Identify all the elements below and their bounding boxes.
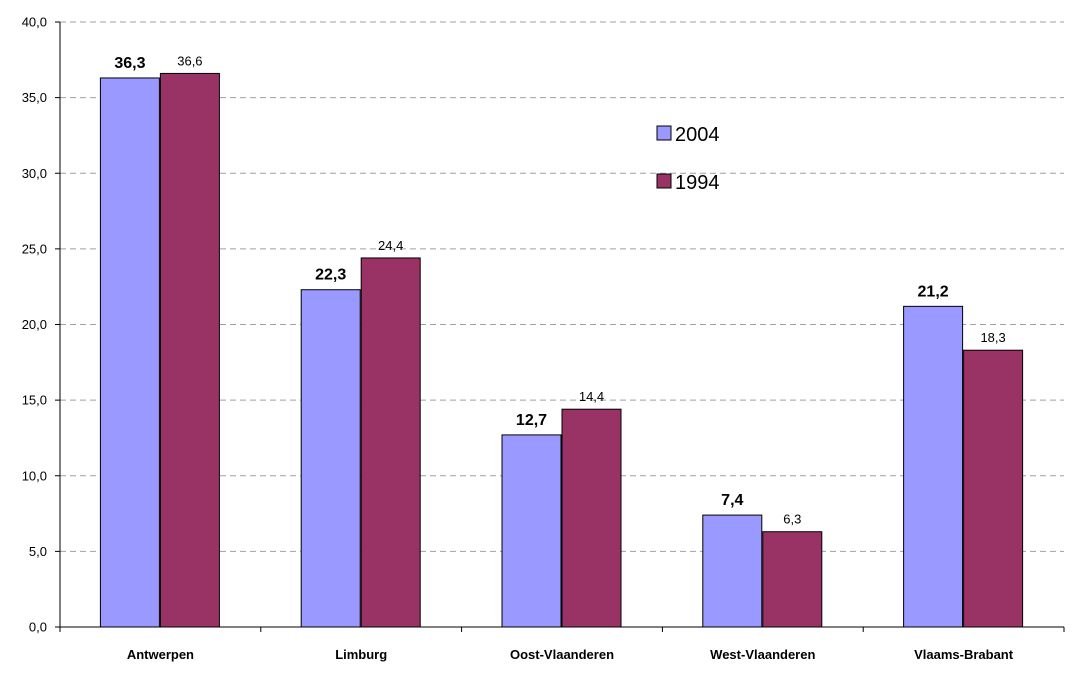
legend-swatch-1994 xyxy=(656,173,672,189)
bar-1994-limburg xyxy=(360,257,421,628)
data-label-1994: 6,3 xyxy=(783,512,801,527)
legend-label-1994: 1994 xyxy=(675,172,720,194)
legend: 2004 1994 xyxy=(656,124,720,194)
y-tick-label: 10,0 xyxy=(22,468,47,483)
y-tick-label: 35,0 xyxy=(22,90,47,105)
data-label-2004: 7,4 xyxy=(721,492,743,509)
data-label-2004: 21,2 xyxy=(918,283,949,300)
bar-2004-oost-vlaanderen xyxy=(501,434,562,628)
bar-1994-west-vlaanderen xyxy=(762,531,823,628)
y-tick-label: 0,0 xyxy=(29,620,47,635)
bars xyxy=(99,72,1024,628)
x-category-label: Limburg xyxy=(335,647,387,662)
y-tick-label: 30,0 xyxy=(22,166,47,181)
x-category-label: Vlaams-Brabant xyxy=(914,647,1014,662)
bar-2004-limburg xyxy=(300,289,361,628)
x-category-label: Antwerpen xyxy=(127,647,194,662)
data-label-1994: 18,3 xyxy=(980,330,1005,345)
bar-1994-oost-vlaanderen xyxy=(561,408,622,628)
data-label-2004: 22,3 xyxy=(315,267,346,284)
x-category-label: West-Vlaanderen xyxy=(710,647,815,662)
data-labels: 36,3 36,6 22,3 24,4 12,7 14,4 7,4 6,3 21,2 18,3 xyxy=(114,53,1005,526)
axes: 0,0 5,0 10,0 15,0 20,0 25,0 30,0 35,0 40,0 Antwer… xyxy=(22,15,1065,662)
y-tick-label: 15,0 xyxy=(22,393,47,408)
y-tick-label: 20,0 xyxy=(22,317,47,332)
bar-2004-antwerpen xyxy=(99,77,160,628)
y-tick-label: 25,0 xyxy=(22,241,47,256)
data-label-1994: 36,6 xyxy=(177,53,202,68)
bar-2004-west-vlaanderen xyxy=(702,514,763,628)
bar-2004-vlaams-brabant xyxy=(903,305,964,628)
data-label-1994: 24,4 xyxy=(378,238,403,253)
bar-1994-antwerpen xyxy=(159,72,220,628)
x-category-label: Oost-Vlaanderen xyxy=(510,647,614,662)
y-tick-label: 40,0 xyxy=(22,15,47,30)
data-label-2004: 12,7 xyxy=(516,412,547,429)
data-label-1994: 14,4 xyxy=(579,389,604,404)
data-label-2004: 36,3 xyxy=(114,55,145,72)
bar-1994-vlaams-brabant xyxy=(963,349,1024,628)
legend-swatch-2004 xyxy=(656,125,672,141)
legend-label-2004: 2004 xyxy=(675,124,720,146)
y-tick-label: 5,0 xyxy=(29,544,47,559)
